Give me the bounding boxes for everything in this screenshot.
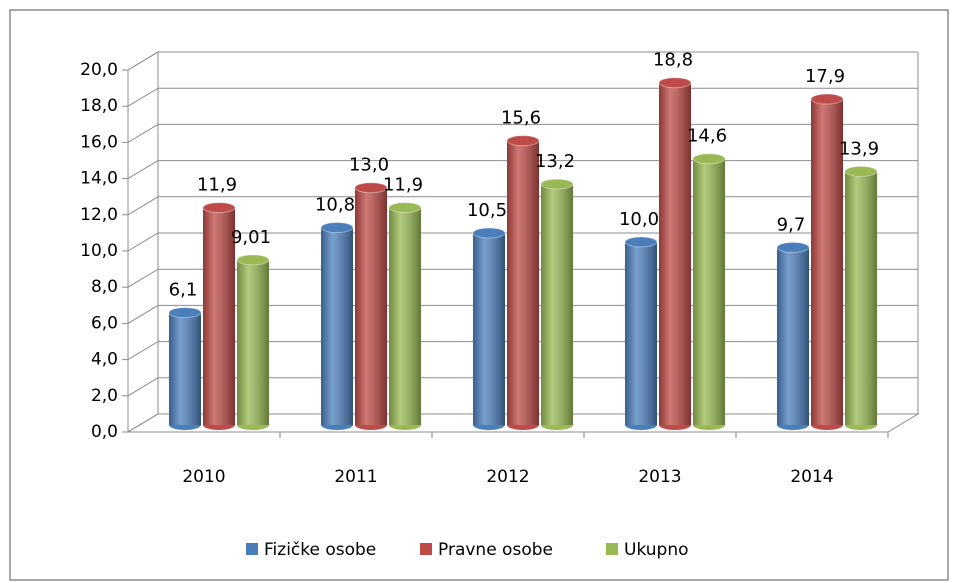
bar-shade [473,232,505,425]
legend-swatch [606,543,618,555]
data-label: 14,6 [687,126,727,147]
legend-swatch [420,543,432,555]
bar-cap [472,227,506,239]
bar-shade [237,259,269,425]
data-label: 15,6 [501,108,541,129]
bar [692,153,726,430]
bar [658,77,692,430]
bar-cap [354,182,388,194]
bar-cap [692,153,726,165]
y-tick-label: 18,0 [80,96,118,116]
bar [472,227,506,430]
y-tick-label: 14,0 [80,169,118,189]
bar-cap [320,222,354,234]
bar-shade [845,171,877,425]
data-label: 18,8 [653,50,693,71]
data-label: 13,9 [839,138,879,159]
bar [776,241,810,430]
bar-shade [811,99,843,425]
bar-cap [658,77,692,89]
bar-cap [810,93,844,105]
bar [354,182,388,430]
bar-shade [203,207,235,425]
bar [320,222,354,430]
data-label: 6,1 [169,280,198,301]
bar-cap [168,307,202,319]
data-label: 10,5 [467,200,507,221]
bar-shade [507,140,539,425]
bar-cap [388,202,422,214]
legend-label: Fizičke osobe [264,540,376,560]
y-tick-label: 20,0 [80,60,118,80]
x-tick-label: 2011 [334,467,377,487]
x-tick-label: 2014 [790,467,833,487]
grid-line [127,51,918,71]
bar-shade [693,158,725,426]
bar-shade [777,247,809,425]
bar-cap [776,241,810,253]
y-tick-label: 0,0 [91,422,118,442]
y-tick-label: 2,0 [91,386,118,406]
data-label: 9,01 [231,227,271,248]
y-tick-label: 4,0 [91,350,118,370]
y-tick-label: 16,0 [80,132,118,152]
bar-shade [355,187,387,425]
bar [168,307,202,430]
bar-shade [625,242,657,425]
bar [506,135,540,430]
bar [844,165,878,430]
x-tick-label: 2010 [182,467,225,487]
bar-shade [169,312,201,425]
bar-cap [202,202,236,214]
x-tick-label: 2012 [486,467,529,487]
bar [202,202,236,430]
bar-cap [844,165,878,177]
x-tick-label: 2013 [638,467,681,487]
bar [540,178,574,430]
data-label: 11,9 [383,175,423,196]
bar-cap [624,236,658,248]
data-label: 11,9 [197,175,237,196]
data-label: 17,9 [805,66,845,87]
bar-shade [541,184,573,425]
y-tick-label: 6,0 [91,313,118,333]
data-label: 10,0 [619,209,659,230]
y-tick-label: 12,0 [80,205,118,225]
data-label: 13,2 [535,151,575,172]
data-label: 9,7 [777,214,806,235]
bar-shade [659,82,691,425]
y-tick-label: 10,0 [80,241,118,261]
y-tick-label: 8,0 [91,277,118,297]
data-label: 10,8 [315,195,355,216]
bar-cap [506,135,540,147]
bar [388,202,422,430]
bar-shade [389,207,421,425]
bar-cap [540,178,574,190]
legend-label: Pravne osobe [438,540,553,560]
bar-cap [236,254,270,266]
bar [624,236,658,430]
data-label: 13,0 [349,155,389,176]
bar-shade [321,227,353,425]
bar [810,93,844,430]
bar [236,254,270,430]
legend-label: Ukupno [624,540,689,560]
legend-swatch [246,543,258,555]
